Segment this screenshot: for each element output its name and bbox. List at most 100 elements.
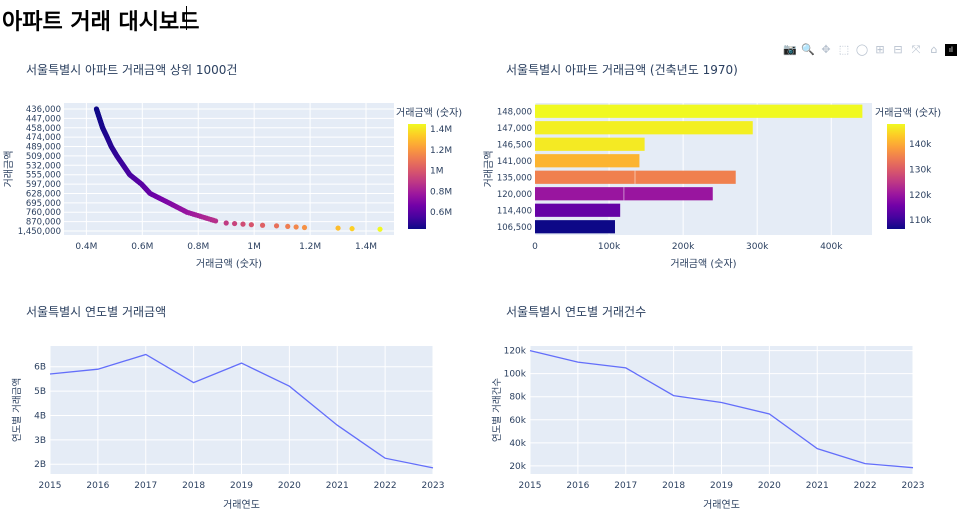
y-tick-label: 147,000 [497,124,532,134]
y-tick-label: 135,000 [497,173,532,183]
colorbar-tick-label: 0.8M [430,187,452,197]
camera-icon[interactable]: 📷 [783,43,797,56]
x-tick-label: 2018 [182,481,205,491]
x-tick-label: 2020 [278,481,301,491]
y-tick-label: 20k [509,462,526,472]
zoom-in-icon[interactable]: ⊞ [875,43,885,56]
y-tick-label: 40k [509,439,526,449]
colorbar [887,124,905,229]
x-tick-label: 2016 [86,481,109,491]
text-cursor [186,6,187,30]
scatter-point [285,223,291,230]
scatter-point [301,224,308,231]
lasso-icon[interactable]: ◯ [855,43,869,56]
bar [535,121,753,135]
bar [535,154,640,168]
y-axis-label: 연도별 거래금액 [11,378,23,442]
chart-title: 서울특별시 아파트 거래금액 상위 1000건 [26,63,237,77]
colorbar-tick-label: 130k [909,166,932,176]
x-tick-label: 300k [746,242,769,252]
y-tick-label: 6B [34,363,46,373]
chart-title: 서울특별시 연도별 거래금액 [26,305,166,319]
y-tick-label: 120k [504,347,527,357]
plot-area [64,103,394,235]
y-tick-label: 100k [504,370,527,380]
bar [535,220,615,234]
colorbar-tick-label: 1M [430,167,444,177]
scatter-point [231,220,238,227]
y-tick-label: 2B [34,460,46,470]
scatter-point [259,222,266,228]
autoscale-icon[interactable]: ⤧ [911,43,921,56]
x-tick-label: 0 [532,242,538,252]
page-title: 아파트 거래 대시보드 [2,10,200,35]
x-tick-label: 2018 [662,481,685,491]
x-tick-label: 2017 [614,481,637,491]
y-tick-label: 532,000 [26,161,61,171]
x-tick-label: 2019 [230,481,253,491]
scatter-point [349,226,355,232]
y-tick-label: 5B [34,387,46,397]
bar [535,203,621,217]
y-tick-label: 106,500 [497,223,532,233]
scatter-point [248,222,254,228]
chart-title: 서울특별시 연도별 거래건수 [506,305,646,319]
y-tick-label: 1,450,000 [18,227,61,237]
x-tick-label: 1M [247,242,261,252]
bar [535,137,645,151]
x-tick-label: 200k [672,242,695,252]
x-tick-label: 0.8M [187,242,209,252]
y-tick-label: 114,400 [497,206,532,216]
bar [535,104,863,118]
x-tick-label: 2017 [134,481,157,491]
pan-icon[interactable]: ✥ [821,43,831,56]
y-tick-label: 695,000 [26,199,61,209]
scatter-point [213,218,219,224]
x-tick-label: 2015 [39,481,62,491]
x-tick-label: 2015 [519,481,542,491]
y-tick-label: 436,000 [26,105,61,115]
y-tick-label: 509,000 [26,152,61,162]
scatter-point [240,221,246,227]
x-tick-label: 2021 [806,481,829,491]
line-chart-amount[interactable]: 서울특별시 연도별 거래금액 2015 2016 2017 2018 2019 2020 20… [0,302,480,512]
x-tick-label: 0.6M [131,242,153,252]
x-tick-label: 2020 [758,481,781,491]
colorbar-tick-label: 140k [909,140,932,150]
line-chart-count[interactable]: 서울특별시 연도별 거래건수 2015 2016 2017 2018 2019 2020 20… [480,302,960,512]
reset-axes-icon[interactable]: ⌂ [930,43,938,56]
zoom-icon[interactable]: 🔍 [801,43,815,56]
colorbar-tick-label: 1.2M [430,146,452,156]
colorbar-tick-label: 0.6M [430,208,452,218]
y-tick-label: 3B [34,436,46,446]
scatter-point [335,225,341,231]
y-axis-label: 거래금액 [483,151,495,188]
scatter-point [293,224,299,230]
x-axis-label: 거래연도 [703,499,740,511]
chart-title: 서울특별시 아파트 거래금액 (건축년도 1970) [506,63,738,77]
zoom-out-icon[interactable]: ⊟ [893,43,903,56]
y-tick-label: 120,000 [497,190,532,200]
y-tick-label: 458,000 [26,124,61,134]
x-tick-label: 2022 [854,481,877,491]
y-tick-label: 60k [509,416,526,426]
scatter-point [377,226,383,232]
x-axis-label: 거래연도 [223,499,260,511]
y-tick-label: 4B [34,411,46,421]
bar-chart[interactable]: 서울특별시 아파트 거래금액 (건축년도 1970) 0 100k 200k 300k 4… [480,58,960,270]
box-select-icon[interactable]: ⬚ [838,43,850,56]
y-axis-label: 연도별 거래건수 [492,378,503,442]
scatter-chart[interactable]: 서울특별시 아파트 거래금액 상위 1000건 0.4M 0.6M 0.8M 1M 1.2… [0,58,480,270]
modebar: 📷 🔍 ✥ ⬚ ◯ ⊞ ⊟ ⤧ ⌂ ıl [783,43,957,57]
y-tick-label: 474,000 [26,133,61,143]
y-tick-label: 870,000 [26,218,61,228]
series-line [529,349,914,469]
x-tick-label: 100k [598,242,621,252]
colorbar [408,124,426,229]
x-axis-label: 거래금액 (숫자) [670,258,736,270]
x-tick-label: 2019 [710,481,733,491]
y-tick-label: 489,000 [26,143,61,153]
x-tick-label: 2022 [374,481,397,491]
plotly-logo-icon[interactable]: ıl [945,44,957,56]
y-tick-label: 146,500 [497,140,532,150]
